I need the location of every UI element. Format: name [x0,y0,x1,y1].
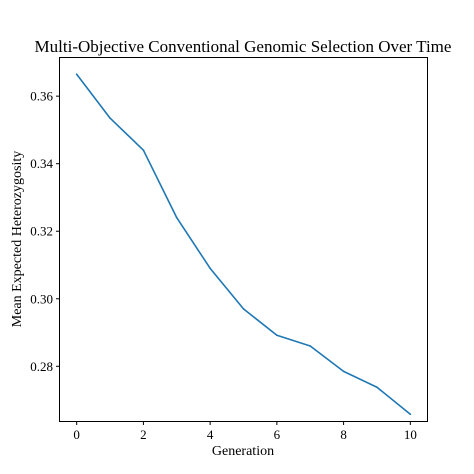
x-axis-ticks: 0 2 4 6 8 10 [73,421,417,442]
y-axis-ticks: 0.28 0.30 0.32 0.34 0.36 [30,89,60,374]
x-tick-label: 0 [73,427,80,442]
data-point [75,73,78,76]
y-tick-label: 0.30 [30,291,53,306]
data-point [242,308,245,310]
x-tick-label: 6 [274,427,281,442]
y-tick-label: 0.36 [30,89,53,104]
y-axis-label: Mean Expected Heterozygosity [10,151,25,328]
x-tick-label: 10 [404,427,417,442]
data-point [276,334,278,337]
data-point [342,370,345,373]
data-point [175,216,178,219]
data-point [309,345,312,347]
plot-frame [59,57,428,422]
data-point [142,149,145,151]
x-tick-label: 2 [140,427,147,442]
data-point [109,117,111,119]
x-tick-label: 4 [207,427,214,442]
x-tick-label: 8 [340,427,347,442]
y-tick-label: 0.28 [30,359,53,374]
x-axis-label: Generation [212,444,274,459]
chart-title: Multi-Objective Conventional Genomic Sel… [35,37,452,56]
series-layer [75,73,412,416]
y-tick-label: 0.34 [30,156,53,171]
y-tick-label: 0.32 [30,224,53,239]
data-point [409,413,412,416]
data-point [376,386,378,389]
data-point [209,267,211,270]
